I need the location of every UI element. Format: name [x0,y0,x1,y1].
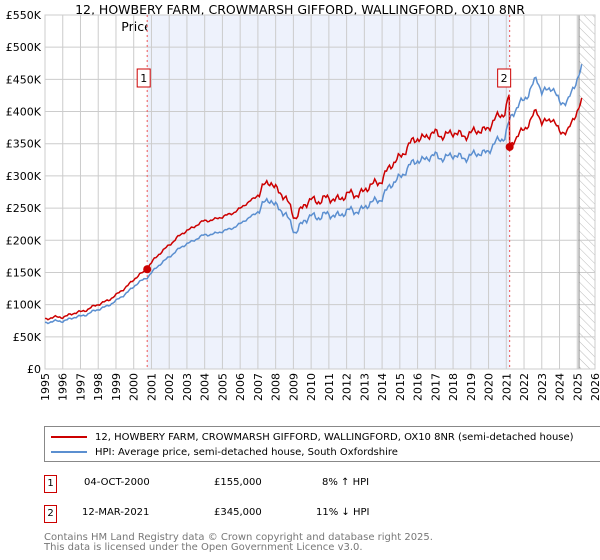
y-tick-label: £0 [27,363,41,376]
x-tick-label: 2013 [358,373,371,401]
price-chart: 1995 1996 1997 1998 1999 2000 2001 2002 2003 2004… [6,9,600,401]
y-tick-label: £300K [6,170,42,183]
y-tick-label: £400K [6,106,42,119]
x-tick-label: 2006 [234,373,247,401]
sale-label-box [497,68,512,88]
sale-marker-badge: 2 [44,505,57,523]
x-tick-label: 2020 [483,373,496,401]
legend-label: 12, HOWBERY FARM, CROWMARSH GIFFORD, WAL… [95,431,574,443]
x-tick-label: 2011 [323,373,336,401]
x-tick-label: 1995 [39,373,52,401]
x-tick-label: 1999 [110,373,123,401]
sale-date: 12-MAR-2021 [82,507,150,518]
plot-frame [44,14,596,370]
x-tick-label: 2001 [145,373,158,401]
x-tick-label: 1996 [57,373,70,401]
y-tick-label: £350K [6,138,42,151]
sale-point [505,142,514,151]
y-tick-label: £550K [6,9,42,22]
x-tick-label: 2016 [412,373,425,401]
y-tick-label: £250K [6,202,42,215]
x-tick-label: 2000 [128,373,141,401]
chart-title: 12, HOWBERY FARM, CROWMARSH GIFFORD, WAL… [75,2,525,17]
x-tick-label: 2005 [216,373,229,401]
sale-price: £345,000 [214,507,262,518]
x-tick-label: 1997 [74,373,87,401]
x-tick-label: 2022 [518,373,531,401]
property-price-line [44,94,583,321]
x-tick-label: 2017 [429,373,442,401]
x-tick-label: 2007 [252,373,265,401]
y-tick-label: £50K [13,331,42,344]
x-tick-label: 2012 [341,373,354,401]
y-tick-label: £150K [6,266,42,279]
x-tick-label: 2021 [500,373,513,401]
footer: Contains HM Land Registry data © Crown c… [44,533,433,553]
sale-date: 04-OCT-2000 [84,477,150,488]
legend-label: HPI: Average price, semi-detached house,… [95,446,398,458]
x-tick-label: 2003 [181,373,194,401]
x-tick-label: 2018 [447,373,460,401]
x-tick-label: 2019 [465,373,478,401]
x-tick-label: 2009 [287,373,300,401]
x-tick-label: 2023 [536,373,549,401]
footer-line: This data is licensed under the Open Gov… [44,542,363,553]
hpi-line-swatch [51,451,87,453]
y-tick-label: £100K [6,299,42,312]
x-tick-label: 2002 [163,373,176,401]
x-tick-label: 2015 [394,373,407,401]
legend-item-property: 12, HOWBERY FARM, CROWMARSH GIFFORD, WAL… [51,430,574,444]
x-tick-label: 2024 [554,373,567,401]
sale-price: £155,000 [214,477,262,488]
x-tick-label: 2025 [571,373,584,401]
x-tick-label: 2008 [270,373,283,401]
y-tick-label: £500K [6,41,42,54]
sale-point [143,265,152,274]
y-tick-label: £450K [6,73,42,86]
forecast-hatch [579,15,595,369]
sale-label: 1 [140,72,147,85]
property-line-swatch [51,436,87,438]
y-tick-label: £200K [6,234,42,247]
sale-label-box [136,68,151,88]
footer-line: Contains HM Land Registry data © Crown c… [44,532,433,543]
sale-marker-badge: 1 [44,475,57,493]
legend: 12, HOWBERY FARM, CROWMARSH GIFFORD, WAL… [44,426,600,462]
x-tick-label: 2010 [305,373,318,401]
x-tick-label: 2004 [199,373,212,401]
sale-hpi-diff: 11% ↓ HPI [316,507,370,518]
x-tick-label: 2014 [376,373,389,401]
legend-item-hpi: HPI: Average price, semi-detached house,… [51,445,398,459]
hpi-line [44,64,583,325]
x-tick-label: 1998 [92,373,105,401]
sale-hpi-diff: 8% ↑ HPI [322,477,370,488]
x-tick-label: 2026 [589,373,600,401]
sale-label: 2 [501,72,508,85]
